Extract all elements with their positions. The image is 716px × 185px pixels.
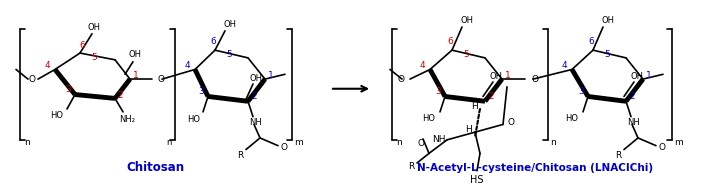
Text: O: O [417, 139, 425, 148]
Text: n: n [396, 138, 402, 147]
Text: 4: 4 [561, 61, 567, 70]
Text: 1: 1 [505, 71, 511, 80]
Text: OH: OH [128, 51, 142, 60]
Text: O: O [158, 75, 165, 84]
Text: R: R [615, 151, 621, 160]
Text: HO: HO [422, 114, 435, 123]
Text: O: O [531, 75, 538, 84]
Text: O: O [659, 143, 665, 152]
Text: NH: NH [628, 118, 640, 127]
Text: H: H [472, 102, 478, 111]
Text: HO: HO [565, 114, 578, 123]
Text: 6: 6 [210, 37, 216, 46]
Text: O: O [397, 75, 404, 84]
Text: 5: 5 [91, 53, 97, 62]
Text: 5: 5 [463, 51, 469, 60]
Text: 5: 5 [226, 51, 232, 60]
Text: 3: 3 [578, 87, 584, 96]
Text: 6: 6 [588, 37, 594, 46]
Text: Chitosan: Chitosan [126, 161, 184, 174]
Text: N-Acetyl-L-cysteine/Chitosan (LNACIChi): N-Acetyl-L-cysteine/Chitosan (LNACIChi) [417, 163, 653, 173]
Text: 3: 3 [198, 87, 204, 96]
Text: 4: 4 [44, 61, 50, 70]
Text: OH: OH [631, 72, 644, 81]
Text: 2: 2 [488, 92, 494, 101]
Text: 6: 6 [447, 37, 453, 46]
Text: 1: 1 [646, 71, 652, 80]
Text: m: m [674, 138, 683, 147]
Text: O: O [508, 118, 515, 127]
Text: 2: 2 [117, 91, 123, 100]
Text: 2: 2 [251, 92, 257, 101]
Text: 4: 4 [419, 61, 425, 70]
Text: OH: OH [249, 74, 263, 83]
Text: R: R [408, 162, 414, 171]
Text: 1: 1 [268, 71, 274, 80]
Text: 1: 1 [133, 71, 139, 80]
Text: O: O [281, 143, 288, 152]
Text: NH: NH [250, 118, 262, 127]
Text: OH: OH [460, 16, 473, 25]
Text: OH: OH [87, 23, 100, 31]
Text: 3: 3 [435, 87, 441, 96]
Text: H: H [465, 125, 471, 134]
Text: O: O [29, 75, 36, 84]
Text: HS: HS [470, 175, 484, 185]
Text: NH: NH [432, 135, 446, 144]
Text: R: R [237, 151, 243, 160]
Text: 4: 4 [184, 61, 190, 70]
Text: n: n [167, 138, 172, 147]
Text: 5: 5 [604, 51, 610, 60]
Text: 6: 6 [79, 41, 85, 50]
Text: HO: HO [187, 115, 200, 124]
Text: OH: OH [601, 16, 614, 25]
Text: n: n [24, 138, 30, 147]
Text: 2: 2 [629, 92, 635, 101]
Text: HO: HO [50, 111, 63, 120]
Text: n: n [550, 138, 556, 147]
Text: 3: 3 [65, 85, 71, 94]
Text: OH: OH [223, 20, 236, 29]
Text: m: m [294, 138, 303, 147]
Text: OH: OH [490, 72, 503, 81]
Text: NH₂: NH₂ [119, 115, 135, 124]
